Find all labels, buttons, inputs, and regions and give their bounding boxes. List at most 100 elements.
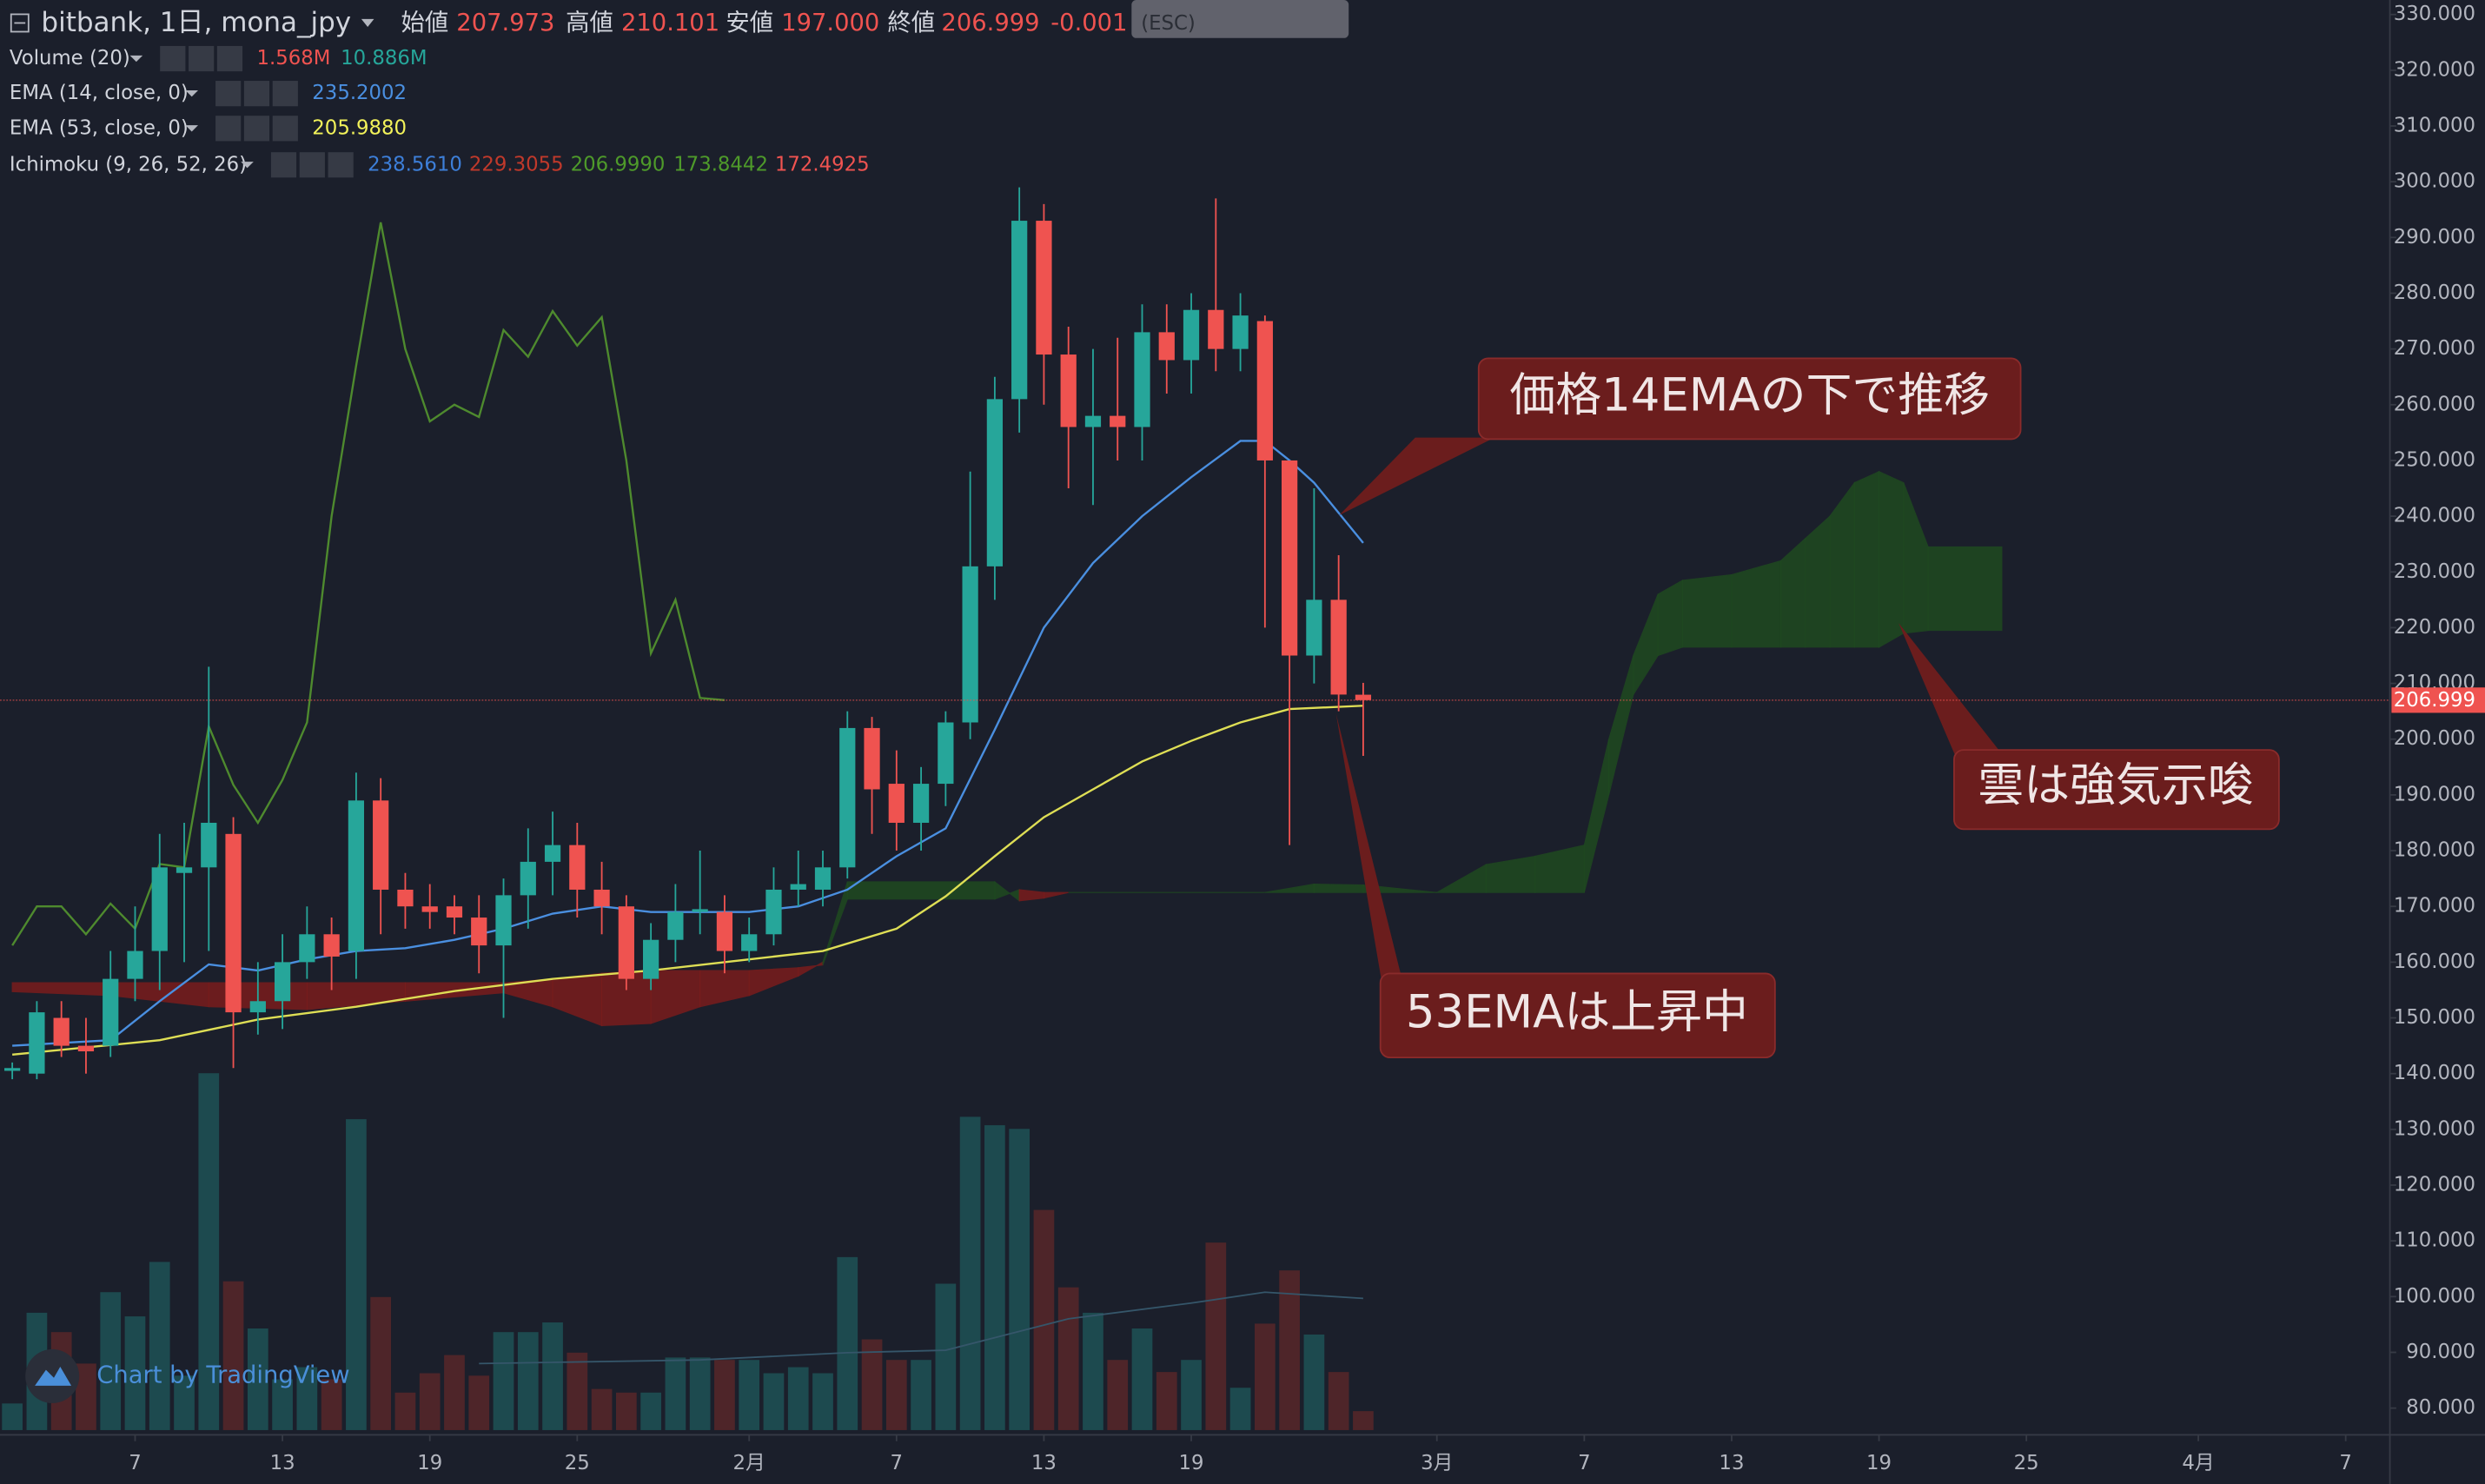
candle-body <box>741 934 758 951</box>
indicator-button[interactable] <box>272 116 298 142</box>
x-tick-label: 19 <box>1179 1452 1204 1474</box>
indicator-button[interactable] <box>189 45 215 72</box>
candle-body <box>1060 354 1077 427</box>
volume-bar <box>1353 1411 1374 1430</box>
ichimoku-cloud <box>1853 470 1880 648</box>
volume-bar <box>222 1281 244 1430</box>
indicator-value: 1.568M <box>256 47 330 70</box>
y-tick-label: 140.000 <box>2394 1062 2475 1084</box>
ohlc-label: 高値 <box>566 10 613 36</box>
candle-body <box>593 889 610 907</box>
y-tick-label: 320.000 <box>2394 58 2475 81</box>
indicator-name: Volume (20) <box>10 47 130 70</box>
indicator-button[interactable] <box>299 152 325 178</box>
indicator-button[interactable] <box>270 152 297 178</box>
ichimoku-cloud <box>1879 470 1905 648</box>
indicator-button[interactable] <box>160 45 186 72</box>
ichimoku-cloud <box>1927 546 2003 632</box>
ema53-line <box>12 705 1363 1057</box>
candle-body <box>225 833 242 1013</box>
symbol-title[interactable]: bitbank, 1日, mona_jpy <box>41 7 351 38</box>
volume-ma-line <box>479 1291 1363 1365</box>
volume-bar <box>567 1352 588 1430</box>
indicator-button[interactable] <box>243 81 270 107</box>
ichimoku-cloud <box>1681 573 1733 648</box>
indicator-button[interactable] <box>215 116 242 142</box>
y-tick-label: 150.000 <box>2394 1006 2475 1029</box>
candle-body <box>299 934 315 963</box>
indicator-name: EMA (53, close, 0) <box>10 116 189 139</box>
volume-bar <box>149 1262 170 1430</box>
x-tick-label: 7 <box>129 1452 142 1474</box>
candle-body <box>962 566 978 723</box>
volume-bar <box>321 1379 342 1430</box>
candle-body <box>544 845 561 862</box>
x-tick-label: 3月 <box>1421 1452 1453 1474</box>
candle-body <box>1011 221 1028 400</box>
volume-bar <box>616 1392 637 1430</box>
y-tick-label: 330.000 <box>2394 3 2475 25</box>
volume-bar <box>1033 1209 1055 1430</box>
x-tick-label: 7 <box>891 1452 904 1474</box>
indicator-button[interactable] <box>215 81 242 107</box>
indicator-value: 206.9990 <box>571 153 666 176</box>
volume-bar <box>370 1296 392 1430</box>
y-tick-label: 90.000 <box>2406 1341 2475 1363</box>
indicator-value: 238.5610 <box>368 153 462 176</box>
callout-pointer <box>1899 623 2000 765</box>
volume-bar <box>76 1363 96 1430</box>
ohlc-value: 197.000 <box>781 10 879 36</box>
dropdown-caret[interactable] <box>361 18 374 28</box>
volume-bar <box>124 1316 146 1430</box>
candle-body <box>569 845 586 890</box>
candle-body <box>103 978 119 1046</box>
watermark[interactable]: Chart by TradingView <box>96 1361 349 1388</box>
candle-body <box>446 906 463 918</box>
candle-body <box>373 800 389 890</box>
candle-body <box>667 911 684 940</box>
x-tick-label: 13 <box>1031 1452 1057 1474</box>
candle-body <box>1355 694 1372 700</box>
volume-bar <box>1131 1328 1153 1430</box>
indicator-value: 10.886M <box>341 47 427 70</box>
indicator-button[interactable] <box>243 116 270 142</box>
volume-bar <box>394 1392 416 1430</box>
volume-bar <box>1229 1388 1251 1430</box>
candle-body <box>1036 221 1052 355</box>
dropdown-caret[interactable] <box>185 125 198 132</box>
dropdown-caret[interactable] <box>185 90 198 97</box>
volume-bar <box>911 1360 931 1430</box>
volume-bar <box>272 1379 293 1430</box>
collapse-icon[interactable] <box>10 13 30 33</box>
volume-bar <box>444 1355 465 1430</box>
y-tick-label: 80.000 <box>2406 1396 2475 1419</box>
y-tick-label: 240.000 <box>2394 505 2475 527</box>
dropdown-caret[interactable] <box>129 55 143 63</box>
indicator-button[interactable] <box>272 81 298 107</box>
x-tick-label: 13 <box>270 1452 295 1474</box>
volume-bar <box>517 1332 539 1430</box>
indicator-name: Ichimoku (9, 26, 52, 26) <box>10 153 247 176</box>
indicator-button[interactable] <box>328 152 354 178</box>
tooltip-text: (ESC) <box>1141 12 1196 35</box>
volume-bar <box>1009 1129 1030 1430</box>
volume-bar <box>959 1116 981 1430</box>
candle-body <box>201 822 217 868</box>
candle-body <box>348 800 365 951</box>
y-tick-label: 280.000 <box>2394 282 2475 304</box>
y-tick-label: 290.000 <box>2394 226 2475 248</box>
x-tick-label: 19 <box>417 1452 442 1474</box>
indicator-value: 205.9880 <box>312 116 407 139</box>
y-tick-label: 130.000 <box>2394 1117 2475 1140</box>
candle-body <box>1330 600 1347 695</box>
dropdown-caret[interactable] <box>241 162 254 169</box>
volume-bar <box>739 1360 760 1430</box>
candle-body <box>176 867 193 873</box>
candle-body <box>1281 460 1298 656</box>
candle-body <box>1232 315 1249 349</box>
y-tick-label: 110.000 <box>2394 1229 2475 1252</box>
indicator-button[interactable] <box>216 45 243 72</box>
volume-bar <box>296 1367 318 1430</box>
ohlc-label: 始値 <box>401 10 448 36</box>
